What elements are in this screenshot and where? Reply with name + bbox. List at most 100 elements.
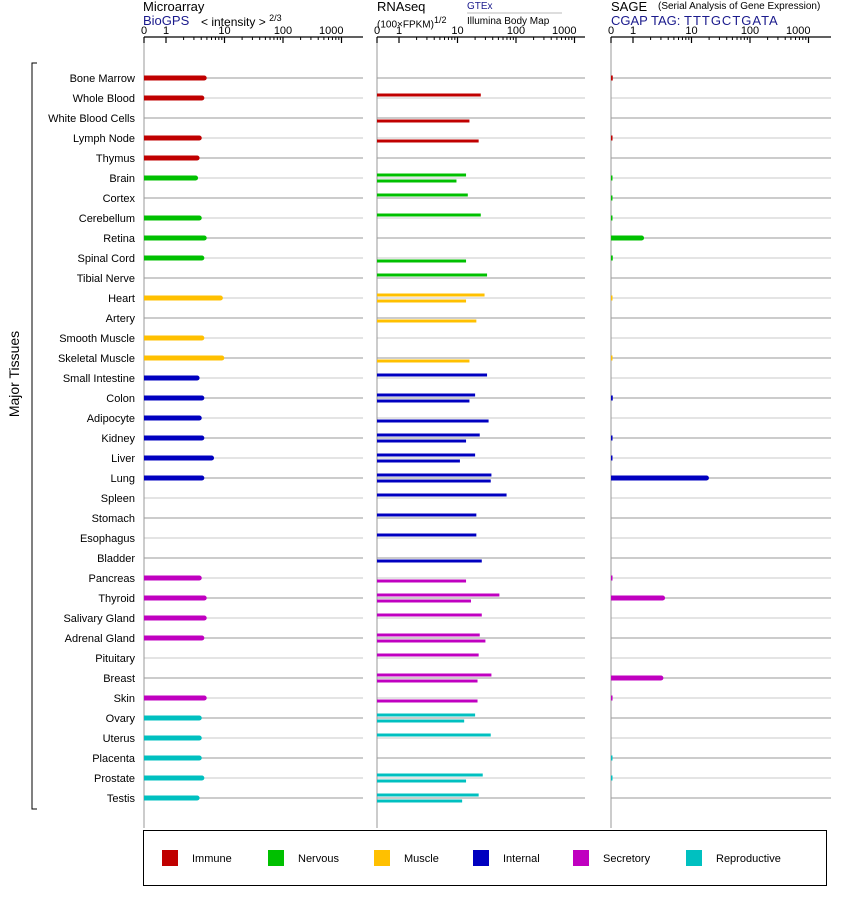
microarray-bar-cap xyxy=(201,75,207,81)
microarray-bar-biogps-retina xyxy=(144,235,205,241)
rnaseq-bar-illumina-body-map-skin xyxy=(377,699,478,703)
rnaseq-tick-label: 10 xyxy=(451,25,463,37)
tissue-label-skin: Skin xyxy=(114,693,135,705)
rnaseq-bar-illumina-body-map-adipocyte xyxy=(377,419,489,423)
rnaseq-bar-illumina-body-map-breast xyxy=(377,679,478,683)
rnaseq-source-gtex: GTEx xyxy=(467,1,493,12)
sage-bar-sage-placenta xyxy=(611,755,613,761)
microarray-bar-cap xyxy=(196,215,202,221)
tissue-label-placenta: Placenta xyxy=(92,753,136,765)
legend-swatch-internal xyxy=(473,850,489,866)
tissue-label-heart: Heart xyxy=(108,293,135,305)
y-axis-label: Major Tissues xyxy=(6,331,22,417)
rnaseq-bar-illumina-body-map-lung xyxy=(377,479,491,483)
tissue-label-spinal-cord: Spinal Cord xyxy=(78,253,135,265)
tissue-label-bone-marrow: Bone Marrow xyxy=(70,73,135,85)
microarray-bar-cap xyxy=(199,395,205,401)
microarray-bar-biogps-prostate xyxy=(144,775,202,781)
sage-bar-sage-retina xyxy=(611,235,642,241)
legend-swatch-muscle xyxy=(374,850,390,866)
sage-source: CGAP xyxy=(611,13,648,28)
sage-bar-sage-liver xyxy=(611,455,613,461)
legend-label-internal: Internal xyxy=(503,853,540,865)
rnaseq-bar-gtex-testis xyxy=(377,793,479,797)
rnaseq-bar-gtex-stomach xyxy=(377,513,477,517)
rnaseq-bar-illumina-body-map-thyroid xyxy=(377,599,471,603)
microarray-bar-cap xyxy=(194,795,200,801)
sage-bar-sage-heart xyxy=(611,295,613,301)
microarray-bar-biogps-skeletal-muscle xyxy=(144,355,222,361)
sage-tag: CGAP TAG: TTTGCTGATA xyxy=(611,13,779,28)
tissue-label-lung: Lung xyxy=(111,473,135,485)
rnaseq-tick-label: 0 xyxy=(374,25,380,37)
microarray-bar-cap xyxy=(201,615,207,621)
tissue-label-uterus: Uterus xyxy=(103,733,136,745)
tissue-label-small-intestine: Small Intestine xyxy=(63,373,135,385)
sage-bar-sage-kidney xyxy=(611,435,613,441)
microarray-bar-cap xyxy=(201,235,207,241)
tissue-label-spleen: Spleen xyxy=(101,493,135,505)
legend-label-immune: Immune xyxy=(192,853,232,865)
microarray-tick-label: 0 xyxy=(141,25,147,37)
tissue-label-retina: Retina xyxy=(103,233,136,245)
legend-label-reproductive: Reproductive xyxy=(716,853,781,865)
microarray-bar-biogps-salivary-gland xyxy=(144,615,205,621)
microarray-source: BioGPS xyxy=(143,13,190,28)
microarray-bar-biogps-testis xyxy=(144,795,198,801)
microarray-bar-cap xyxy=(193,175,199,181)
sage-tick-label: 0 xyxy=(608,25,614,37)
sage-bar-cap xyxy=(703,475,709,481)
microarray-bar-cap xyxy=(199,95,205,101)
tissue-label-kidney: Kidney xyxy=(101,433,135,445)
microarray-tick-label: 1000 xyxy=(319,25,343,37)
rnaseq-tick-label: 1000 xyxy=(552,25,576,37)
sage-bar-cap xyxy=(658,675,664,681)
sage-title: SAGE xyxy=(611,0,648,14)
tissue-label-liver: Liver xyxy=(111,453,135,465)
microarray-bar-cap xyxy=(196,415,202,421)
sage-bar-sage-lung xyxy=(611,475,707,481)
microarray-bar-biogps-kidney xyxy=(144,435,202,441)
rnaseq-source-illumina: Illumina Body Map xyxy=(467,16,550,27)
microarray-bar-biogps-heart xyxy=(144,295,221,301)
rnaseq-title: RNAseq xyxy=(377,0,426,14)
microarray-bar-cap xyxy=(219,355,225,361)
tissue-label-thymus: Thymus xyxy=(96,153,136,165)
tissue-label-pancreas: Pancreas xyxy=(89,573,136,585)
rnaseq-bar-illumina-body-map-skeletal-muscle xyxy=(377,359,470,363)
rnaseq-bar-gtex-liver xyxy=(377,453,476,457)
microarray-bar-cap xyxy=(199,635,205,641)
microarray-bar-cap xyxy=(209,455,215,461)
rnaseq-bar-illumina-body-map-bladder xyxy=(377,559,482,563)
tissue-label-brain: Brain xyxy=(109,173,135,185)
rnaseq-bar-illumina-body-map-liver xyxy=(377,459,460,463)
tissue-label-testis: Testis xyxy=(107,793,136,805)
rnaseq-bar-illumina-body-map-brain xyxy=(377,179,457,183)
sage-bar-sage-skin xyxy=(611,695,613,701)
microarray-tick-label: 1 xyxy=(163,25,169,37)
tissue-label-cortex: Cortex xyxy=(103,193,136,205)
tissue-label-esophagus: Esophagus xyxy=(80,533,136,545)
sage-tag-sequence: TTTGCTGATA xyxy=(684,13,779,28)
tissue-label-breast: Breast xyxy=(103,673,135,685)
tissue-label-prostate: Prostate xyxy=(94,773,135,785)
microarray-bar-cap xyxy=(196,715,202,721)
sage-bar-sage-cerebellum xyxy=(611,215,613,221)
tissue-label-thyroid: Thyroid xyxy=(98,593,135,605)
sage-bar-cap xyxy=(639,235,645,241)
legend-swatch-nervous xyxy=(268,850,284,866)
legend-label-secretory: Secretory xyxy=(603,853,651,865)
rnaseq-scale-label: (100×FPKM) xyxy=(377,19,434,31)
tissue-label-skeletal-muscle: Skeletal Muscle xyxy=(58,353,135,365)
sage-tick-label: 10 xyxy=(685,25,697,37)
sage-bar-sage-prostate xyxy=(611,775,613,781)
rnaseq-bar-gtex-colon xyxy=(377,393,476,397)
rnaseq-tick-label: 1 xyxy=(396,25,402,37)
microarray-bar-cap xyxy=(196,575,202,581)
rnaseq-bar-gtex-small-intestine xyxy=(377,373,488,377)
microarray-scale: < intensity > 2/3 xyxy=(201,13,282,29)
sage-bar-sage-breast xyxy=(611,675,661,681)
tissue-label-adrenal-gland: Adrenal Gland xyxy=(65,633,135,645)
rnaseq-bar-gtex-tibial-nerve xyxy=(377,273,488,277)
sage-bar-sage-brain xyxy=(611,175,613,181)
